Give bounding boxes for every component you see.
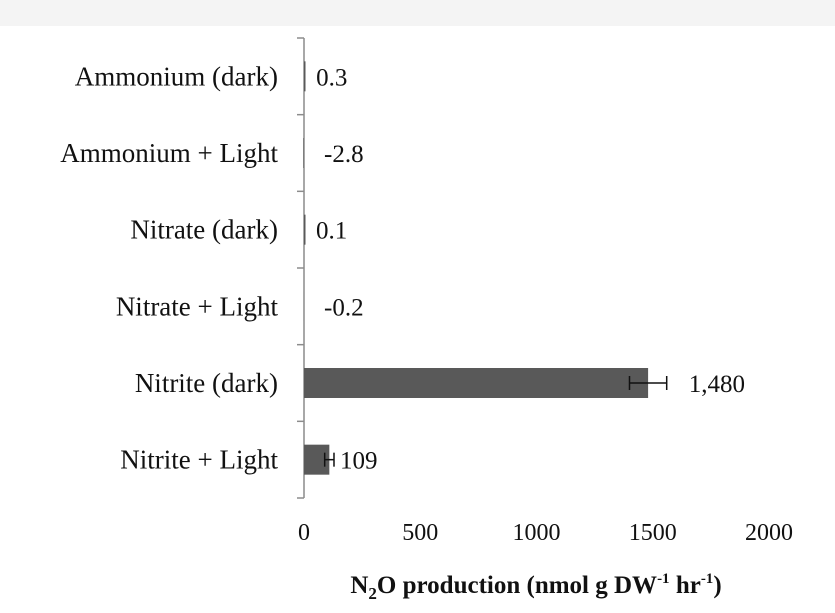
x-tick-label: 0 <box>298 520 310 546</box>
x-tick-label: 2000 <box>745 520 793 546</box>
labels: 0 500 1000 1500 2000 Ammonium (dark) 0.3 Ammoni… <box>60 61 793 546</box>
x-axis-title: N2O production (nmol g DW-1 hr-1) <box>350 571 721 603</box>
category-label: Nitrite + Light <box>120 445 278 475</box>
data-label: 109 <box>340 448 378 475</box>
bar <box>303 138 304 168</box>
top-band <box>0 0 835 26</box>
category-label: Ammonium + Light <box>60 138 278 168</box>
data-label: 1,480 <box>689 371 745 398</box>
data-label: 0.3 <box>316 64 347 91</box>
data-label: -0.2 <box>324 294 364 321</box>
bars <box>303 61 668 475</box>
category-label: Nitrate + Light <box>116 291 279 321</box>
bar <box>304 368 649 398</box>
axes <box>297 37 305 499</box>
x-tick-label: 500 <box>402 520 438 546</box>
category-label: Nitrate (dark) <box>130 215 278 245</box>
data-label: 0.1 <box>316 218 347 245</box>
data-label: -2.8 <box>324 141 364 168</box>
category-label: Nitrite (dark) <box>135 368 278 398</box>
bar <box>304 214 306 245</box>
x-tick-label: 1500 <box>629 520 677 546</box>
x-tick-label: 1000 <box>513 520 561 546</box>
category-label: Ammonium (dark) <box>75 61 278 91</box>
bar <box>304 61 306 92</box>
